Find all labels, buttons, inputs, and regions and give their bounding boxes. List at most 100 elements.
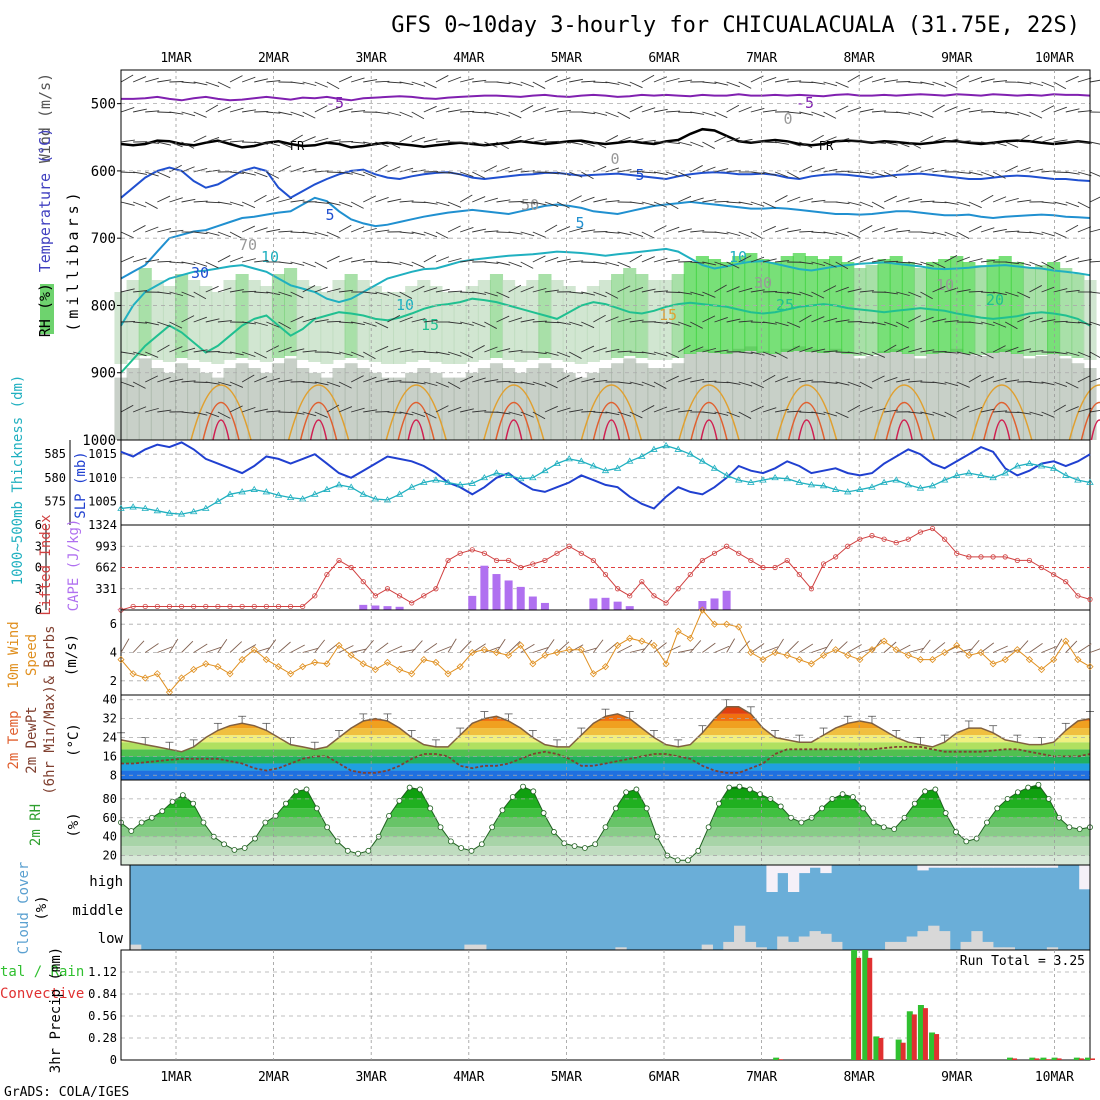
cloud-low-bar: [734, 925, 746, 950]
wind-barb: [690, 261, 705, 264]
wind-barb: [617, 231, 632, 236]
cloud-low-bar: [885, 941, 897, 950]
rh-shade: [1059, 358, 1073, 440]
wind-barb: [896, 141, 910, 148]
rh-marker: [592, 841, 599, 848]
warm-contour: [971, 384, 1033, 441]
wind-barb: [169, 197, 183, 203]
cloud-low-bar: [809, 931, 821, 950]
wind-barb: [459, 375, 474, 383]
wind10m-marker: [856, 656, 864, 664]
thickness-marker: [298, 495, 307, 502]
thickness-marker: [117, 504, 125, 511]
temperature-ylabel: Temperature (°C): [36, 128, 54, 273]
wind-barb: [859, 257, 874, 263]
wind-barb: [726, 261, 740, 269]
precip-rain-bar: [929, 1032, 936, 1060]
wind-barb: [387, 198, 402, 203]
precip-convective-bar: [1090, 1058, 1095, 1060]
thickness-marker: [214, 497, 222, 504]
rh-shade: [489, 274, 504, 358]
wind-barb: [980, 408, 995, 413]
wind-barb: [1089, 377, 1100, 383]
rh-shade: [829, 256, 843, 352]
wind-barb: [956, 256, 970, 263]
wind-barb: [799, 141, 813, 149]
contour-label: 10: [396, 296, 414, 314]
wind-barb: [884, 79, 898, 83]
wind-barb: [714, 284, 727, 293]
rh-shade: [586, 286, 600, 362]
wind-barb: [750, 140, 765, 143]
wind-barb: [569, 409, 584, 413]
wind-barb: [302, 111, 316, 119]
li-marker: [675, 586, 681, 592]
wind-barb: [641, 231, 655, 239]
wind-barb: [629, 231, 644, 237]
wind-barb: [823, 81, 838, 87]
wind10m-tick-label: 6: [110, 617, 117, 631]
wind10m-barb: [169, 638, 179, 653]
wind-barb: [726, 381, 741, 385]
wind10m-marker: [529, 660, 537, 668]
wind-barb: [811, 199, 826, 203]
wind-barb: [241, 374, 255, 383]
wind-barb: [387, 81, 402, 84]
rh-shade: [211, 292, 225, 364]
temp-band: [121, 749, 1090, 757]
wind-barb: [1005, 261, 1020, 265]
rh-marker: [870, 819, 877, 826]
wind-barb: [569, 141, 583, 146]
wind-barb: [993, 291, 1007, 296]
cloud-high-bar: [928, 865, 940, 868]
wind10m-marker: [844, 651, 852, 659]
wind-barb: [738, 106, 752, 113]
wind-barb: [411, 111, 425, 120]
wind10m-marker: [698, 606, 706, 614]
rh-marker: [520, 783, 526, 790]
wind-barb: [278, 111, 293, 116]
rh-band: [121, 836, 1090, 847]
wind-barb: [896, 261, 911, 264]
contour-label: FR: [290, 139, 305, 153]
wind-barb: [314, 231, 329, 237]
wind10m-barb: [920, 639, 931, 653]
wind10m-tick-label: 2: [110, 674, 117, 688]
wind-barb: [920, 261, 934, 267]
slp-tick-label: 1015: [88, 447, 117, 461]
isotherm-line: [120, 127, 1091, 149]
wind-barb: [1089, 196, 1100, 203]
wind-barb: [920, 411, 935, 416]
wind-barb: [956, 107, 971, 113]
wind-barb: [423, 138, 438, 143]
wind-barb: [569, 376, 583, 383]
cloud-high-bar: [960, 865, 972, 868]
upper-air-ylabels: Wind (m/s) Temperature (°C) RH (%) (mill…: [36, 73, 82, 337]
wind-barb: [1041, 381, 1056, 386]
wind-barb: [726, 318, 741, 323]
rh-shade: [732, 256, 746, 352]
thickness-marker: [177, 510, 186, 517]
wind10m-barb: [932, 642, 946, 653]
wind-barb: [472, 291, 487, 295]
wind10m-barb: [689, 640, 702, 653]
wind-barb: [629, 319, 644, 323]
wind-barb: [1077, 110, 1092, 113]
wind-barb: [120, 201, 135, 206]
precip-rain-bar: [1029, 1057, 1036, 1060]
thickness-marker: [420, 478, 428, 485]
li-marker: [542, 557, 548, 564]
wind-barb: [774, 141, 789, 145]
wind-barb: [702, 380, 717, 383]
wind10m-barb: [859, 647, 876, 653]
wind-barb: [217, 320, 232, 323]
rh-shade: [150, 368, 164, 440]
wind-barb: [1005, 141, 1019, 148]
rh-shade: [211, 377, 225, 440]
wind-barb: [750, 201, 765, 207]
wind-barb: [544, 201, 559, 207]
rh-shade: [259, 372, 273, 440]
wind-barb: [702, 81, 717, 84]
wind-barb: [774, 376, 789, 383]
